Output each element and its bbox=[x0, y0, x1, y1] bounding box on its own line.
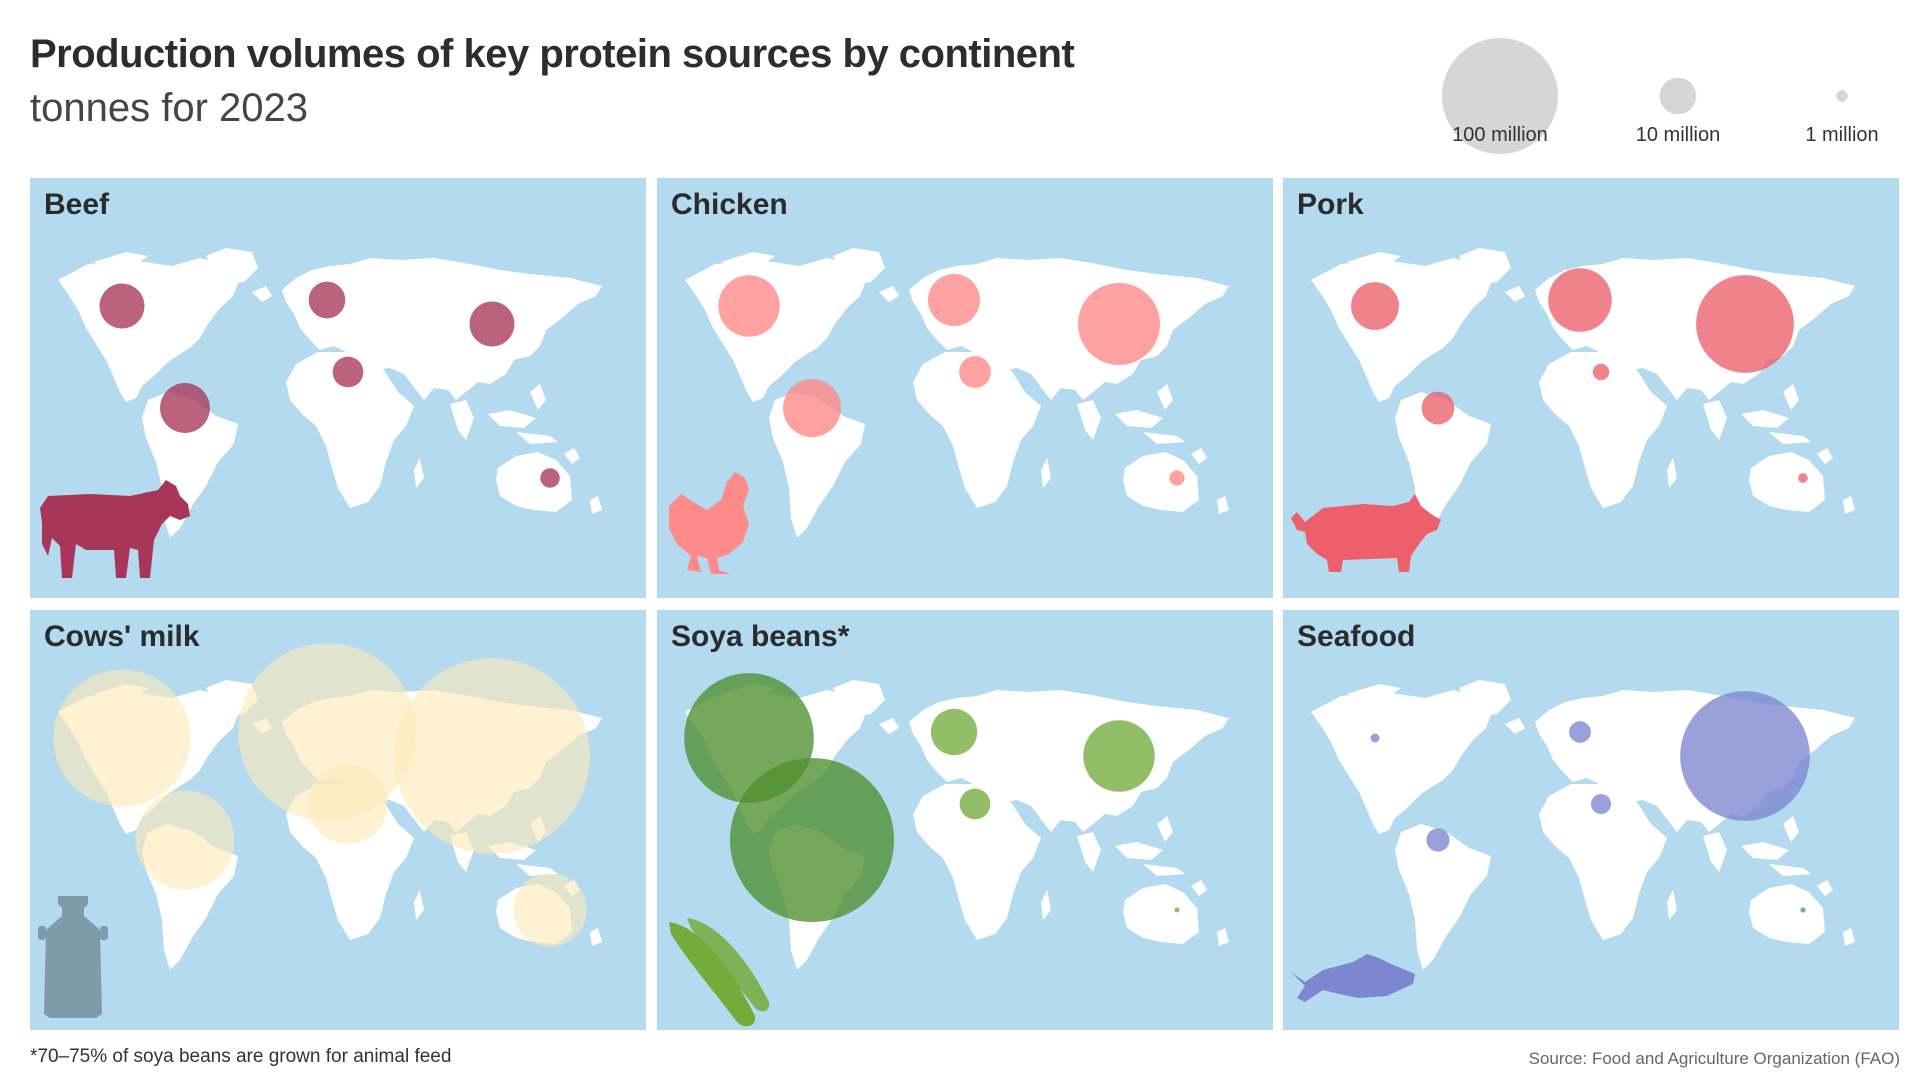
bubble-south-america bbox=[1426, 828, 1450, 852]
bubble-north-america bbox=[53, 669, 191, 807]
milk-can-icon bbox=[38, 896, 108, 1018]
map-svg bbox=[669, 248, 1229, 574]
bubble-asia bbox=[1077, 282, 1161, 366]
bubble-asia bbox=[1680, 691, 1810, 821]
bubble-africa bbox=[1590, 793, 1612, 815]
fish-icon bbox=[1291, 954, 1415, 1002]
panel-cows-milk: Cows' milk bbox=[30, 610, 646, 1030]
map-svg bbox=[669, 673, 1229, 1027]
chicken-icon bbox=[669, 472, 749, 574]
pig-icon bbox=[1291, 494, 1441, 572]
bubble-europe bbox=[1548, 268, 1612, 332]
bubble-asia bbox=[1696, 275, 1794, 373]
bubble-oceania bbox=[1174, 907, 1180, 913]
bubble-south-america bbox=[160, 383, 210, 433]
legend-label-2: 1 million bbox=[1805, 124, 1878, 146]
chart-title: Production volumes of key protein source… bbox=[30, 32, 1075, 76]
map-svg bbox=[38, 643, 602, 1018]
panel-chicken: Chicken bbox=[657, 178, 1273, 598]
panel-seafood: Seafood bbox=[1283, 610, 1899, 1030]
bubble-asia bbox=[1083, 720, 1155, 792]
panel-title: Beef bbox=[44, 188, 110, 221]
panel-soya-beans: Soya beans* bbox=[657, 610, 1273, 1030]
legend-bubble-1 bbox=[1659, 77, 1697, 115]
bubble-south-america bbox=[783, 379, 841, 437]
panel-beef: Beef bbox=[30, 178, 646, 598]
panel-pork: Pork bbox=[1283, 178, 1899, 598]
bubble-africa bbox=[332, 356, 364, 388]
bubble-north-america bbox=[718, 275, 780, 337]
bubble-europe bbox=[930, 708, 978, 756]
soybean-pod-icon bbox=[669, 918, 770, 1027]
legend-bubble-0 bbox=[1442, 38, 1558, 154]
bubble-oceania bbox=[1169, 470, 1185, 486]
bubble-asia bbox=[394, 658, 590, 854]
bubble-south-america bbox=[729, 757, 895, 923]
bubble-africa bbox=[1592, 363, 1610, 381]
map-svg bbox=[1291, 680, 1855, 1002]
bubble-oceania bbox=[1798, 473, 1808, 483]
panel-title: Soya beans* bbox=[671, 620, 850, 653]
cow-icon bbox=[40, 480, 190, 578]
bubble-oceania bbox=[540, 468, 560, 488]
bubble-asia bbox=[469, 301, 515, 347]
map-svg bbox=[1291, 248, 1855, 572]
chart-subtitle: tonnes for 2023 bbox=[30, 86, 308, 130]
panel-title: Chicken bbox=[671, 188, 788, 221]
bubble-oceania bbox=[513, 873, 587, 947]
bubble-north-america bbox=[99, 283, 145, 329]
size-legend: 100 million 10 million 1 million bbox=[1442, 38, 1879, 154]
legend-label-1: 10 million bbox=[1636, 124, 1720, 146]
source-note: Source: Food and Agriculture Organizatio… bbox=[1528, 1049, 1900, 1068]
bubble-europe bbox=[928, 274, 980, 326]
bubble-north-america bbox=[1370, 733, 1380, 743]
bubble-oceania bbox=[1800, 907, 1806, 913]
bubble-south-america bbox=[1421, 391, 1455, 425]
bubble-europe bbox=[1569, 721, 1591, 743]
panel-title: Cows' milk bbox=[44, 620, 200, 653]
bubble-africa bbox=[959, 788, 991, 820]
legend-bubble-2 bbox=[1836, 90, 1848, 102]
footnote: *70–75% of soya beans are grown for anim… bbox=[30, 1046, 452, 1067]
legend-label-0: 100 million bbox=[1452, 124, 1548, 146]
map-svg bbox=[40, 248, 602, 578]
bubble-south-america bbox=[135, 790, 235, 890]
bubble-europe bbox=[308, 281, 346, 319]
bubble-north-america bbox=[1351, 282, 1399, 330]
panel-title: Seafood bbox=[1297, 620, 1416, 653]
bubble-africa bbox=[959, 356, 991, 388]
panel-title: Pork bbox=[1297, 188, 1364, 221]
bubble-africa bbox=[308, 764, 388, 844]
